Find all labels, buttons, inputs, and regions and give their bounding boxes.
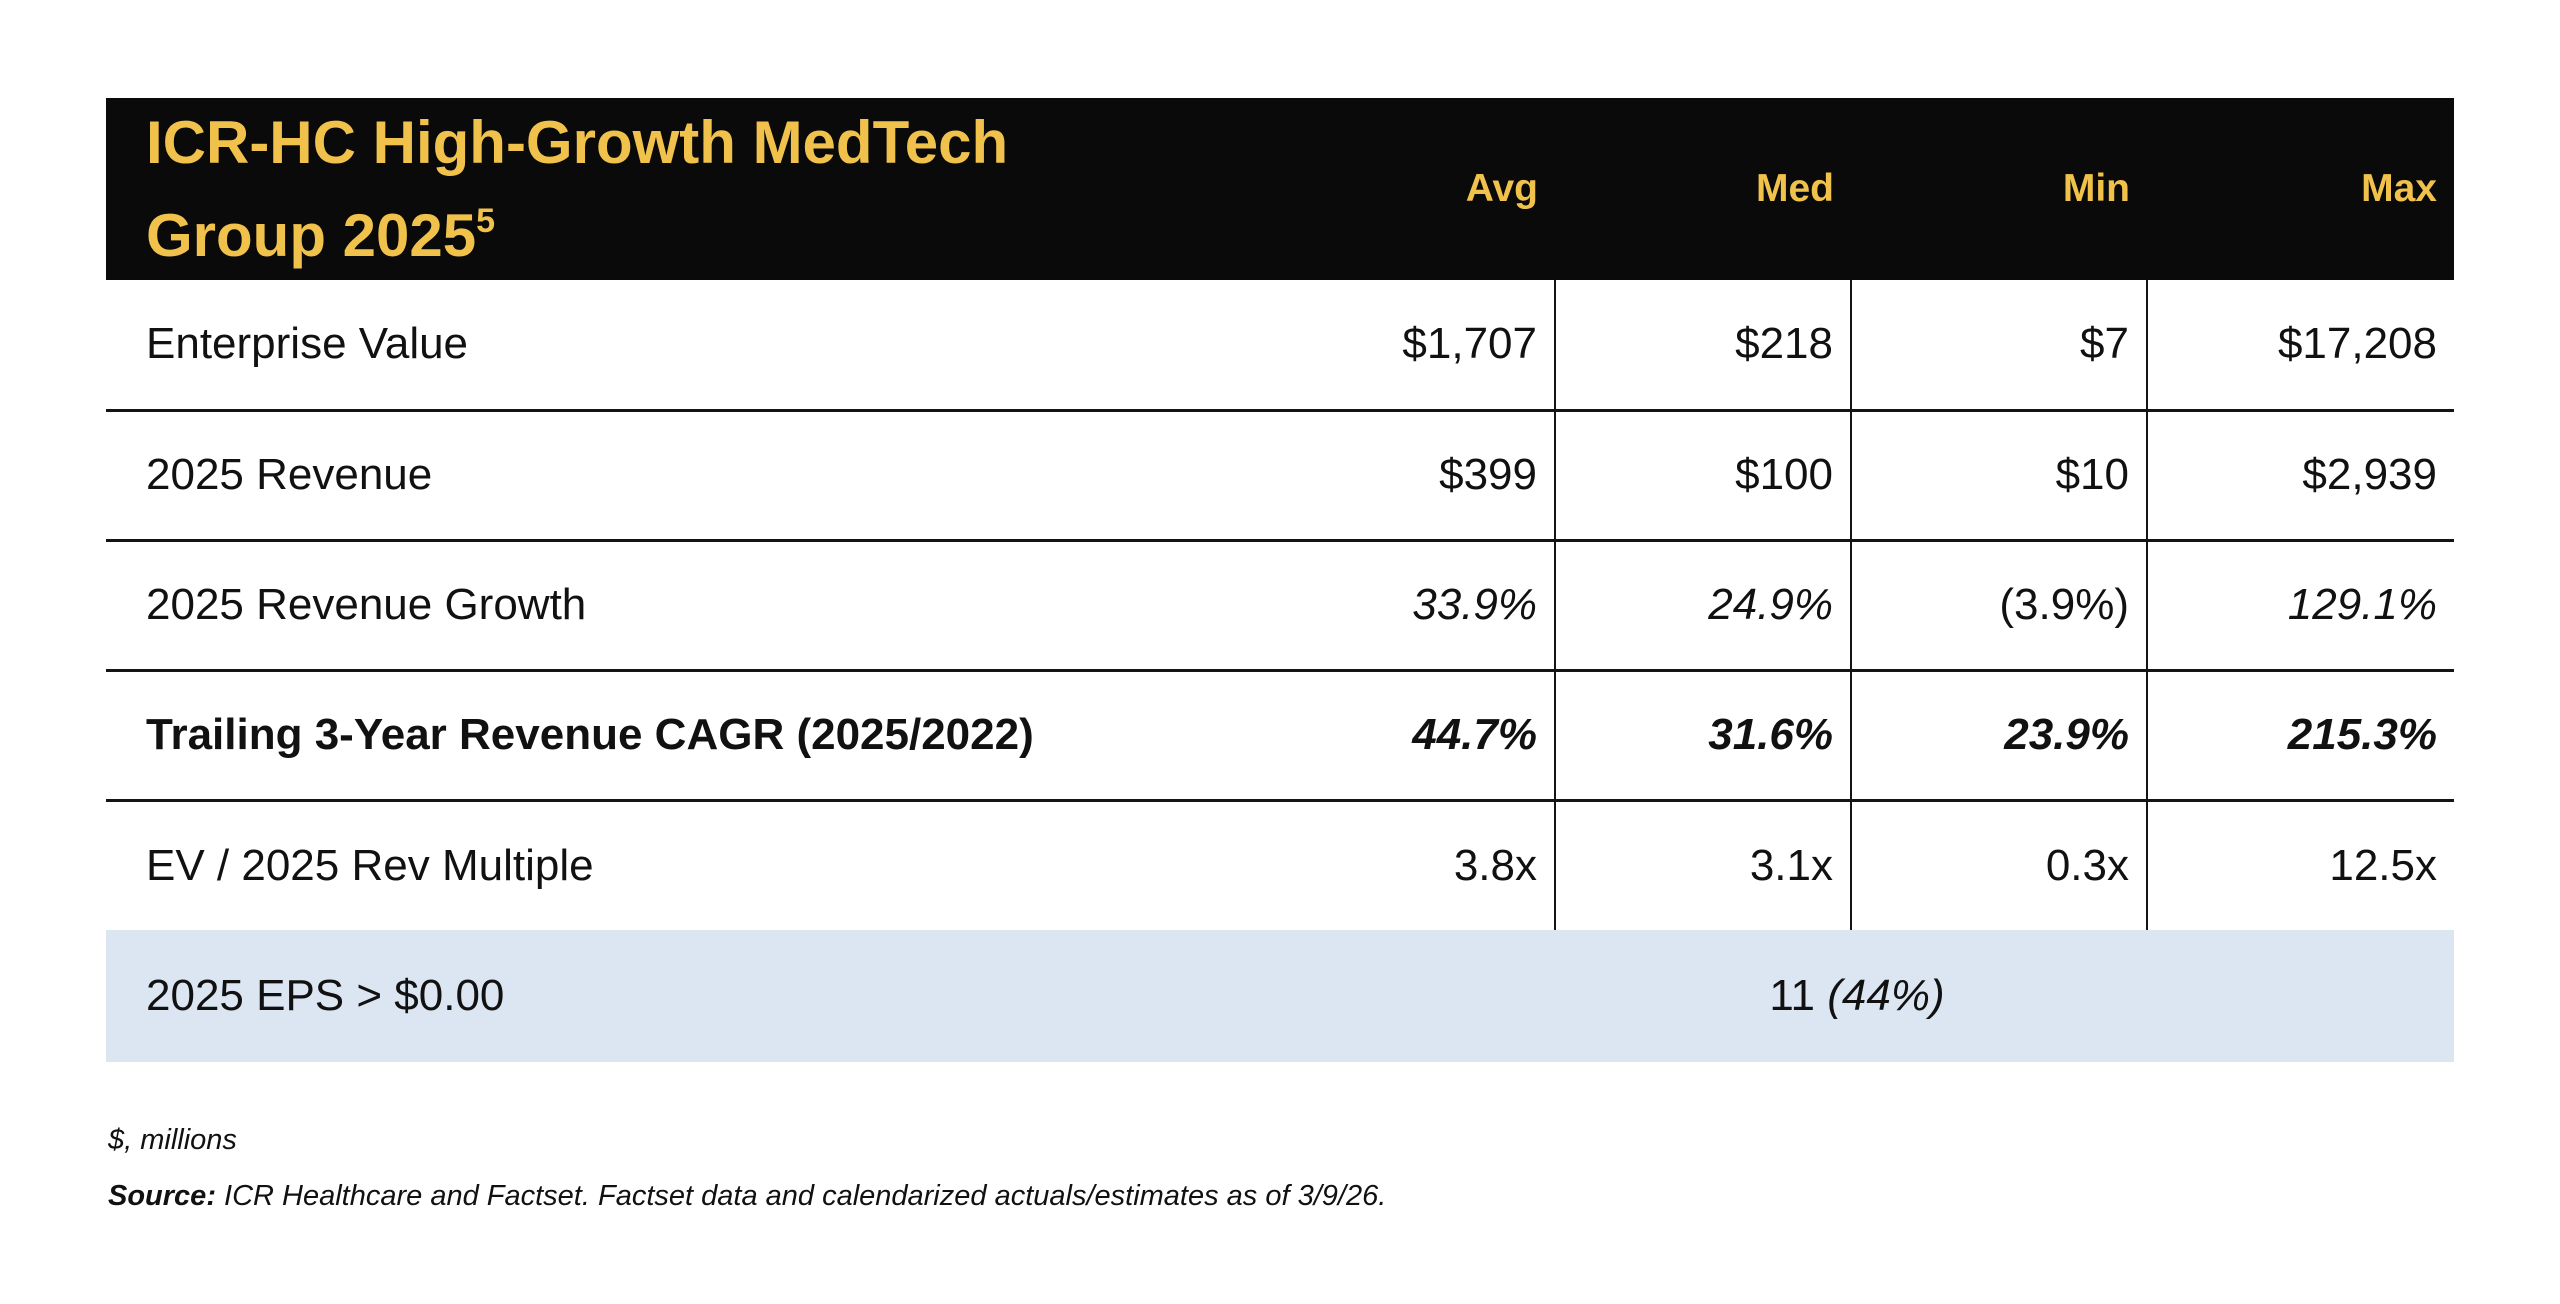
column-header-min: Min [1851,98,2147,280]
cell-min: 23.9% [1850,670,2147,800]
header-row: ICR-HC High-Growth MedTech Group 20255 A… [106,98,2454,280]
column-header-max: Max [2147,98,2454,280]
title-footnote-ref: 5 [476,201,496,240]
column-header-avg: Avg [1259,98,1555,280]
cell-max: 12.5x [2146,800,2454,930]
cell-min: $10 [1850,410,2147,540]
cell-max: $17,208 [2146,280,2454,410]
table-row-enterprise-value: Enterprise Value $1,707 $218 $7 $17,208 [106,280,2454,410]
column-header-med: Med [1555,98,1851,280]
table-row-2025-eps-highlight: 2025 EPS > $0.00 11 (44%) [106,930,2454,1062]
cell-med: 3.1x [1554,800,1851,930]
cell-eps-count: 11 (44%) [1259,930,2454,1062]
eps-count: 11 [1769,971,1816,1020]
cell-max: $2,939 [2146,410,2454,540]
table-row-trailing-3yr-cagr: Trailing 3-Year Revenue CAGR (2025/2022)… [106,670,2454,800]
medtech-comps-table: ICR-HC High-Growth MedTech Group 20255 A… [106,98,2454,1062]
row-label: 2025 Revenue Growth [106,540,1259,670]
cell-max: 129.1% [2146,540,2454,670]
table-row-2025-revenue-growth: 2025 Revenue Growth 33.9% 24.9% (3.9%) 1… [106,540,2454,670]
footnote-source: Source: ICR Healthcare and Factset. Fact… [108,1180,1386,1213]
row-label: Trailing 3-Year Revenue CAGR (2025/2022) [106,670,1259,800]
row-label: Enterprise Value [106,280,1259,410]
source-text: ICR Healthcare and Factset. Factset data… [215,1180,1387,1212]
row-label: EV / 2025 Rev Multiple [106,800,1259,930]
cell-avg: 33.9% [1259,540,1555,670]
table-row-2025-revenue: 2025 Revenue $399 $100 $10 $2,939 [106,410,2454,540]
cell-med: 31.6% [1554,670,1851,800]
cell-max: 215.3% [2146,670,2454,800]
cell-min: 0.3x [1850,800,2147,930]
cell-min: (3.9%) [1850,540,2147,670]
cell-avg: 3.8x [1259,800,1555,930]
row-label: 2025 EPS > $0.00 [106,930,1259,1062]
cell-avg: 44.7% [1259,670,1555,800]
source-label: Source: [108,1180,216,1212]
eps-percent: (44%) [1827,971,1945,1020]
cell-avg: $1,707 [1259,280,1555,410]
cell-avg: $399 [1259,410,1555,540]
table-title: ICR-HC High-Growth MedTech Group 20255 [106,98,1259,280]
footnote-units: $, millions [108,1124,237,1156]
cell-med: 24.9% [1554,540,1851,670]
table-row-ev-rev-multiple: EV / 2025 Rev Multiple 3.8x 3.1x 0.3x 12… [106,800,2454,930]
table-title-line1: ICR-HC High-Growth MedTech [146,108,1009,176]
cell-med: $100 [1554,410,1851,540]
cell-min: $7 [1850,280,2147,410]
cell-med: $218 [1554,280,1851,410]
row-label: 2025 Revenue [106,410,1259,540]
table-title-line2: Group 20255 [146,201,496,269]
